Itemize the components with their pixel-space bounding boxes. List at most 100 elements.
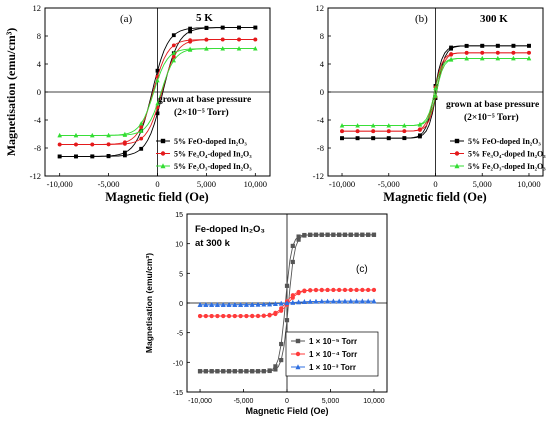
ytick-label: -5 [177,331,183,338]
ytick-label: -12 [30,171,41,181]
data-point [226,302,232,307]
xtick-label: 10,000 [244,179,267,189]
xtick-label: 5,000 [473,179,492,189]
data-point [250,313,255,319]
legend-label: 1 × 10⁻⁴ Torr [309,350,357,359]
panel-a: (a) 5 K -12 -8 -4 0 4 8 12 -10,000 -5,000 0 5,000… [4,3,271,204]
data-point [226,313,232,319]
data-point [325,298,330,304]
xtick-label: 0 [155,179,159,189]
panel-label-a: (a) [120,13,133,25]
note-line1-b: grown at base pressure [446,100,539,110]
xtick-labels-c: -10,000 -5,000 0 5,000 10,000 [188,389,385,405]
data-point [90,132,95,138]
x-axis-title-c: Magnetic Field (Oe) [245,406,328,416]
data-point [511,56,516,61]
data-point [342,287,348,293]
data-point [480,43,485,48]
xtick-label: 10,000 [517,179,540,189]
data-point [295,364,301,370]
data-point [209,369,214,374]
data-point [273,301,278,306]
data-point [203,369,208,374]
legend-item-1: 5% FeO-doped In₂O₃ [156,137,247,146]
data-point [74,154,78,159]
data-point [355,129,360,134]
data-point [348,232,353,237]
data-point [226,369,232,374]
data-point [354,287,359,293]
data-point [339,123,345,128]
legend-label: 1 × 10⁻³ Torr [309,363,356,372]
data-point [138,128,144,133]
data-point [418,133,422,138]
data-point [308,232,313,237]
data-point [342,298,348,304]
data-point [279,357,284,363]
data-point [197,313,203,319]
data-point [366,287,371,293]
data-point [57,142,62,147]
data-point [370,123,376,128]
data-point [267,368,272,373]
ytick-label: -8 [34,143,41,153]
data-point [290,259,295,265]
ytick-label: -4 [317,115,325,125]
x-axis-title-a: Magnetic field (Oe) [105,190,208,204]
series-c [197,232,377,374]
data-point [122,131,128,137]
data-point [279,306,284,311]
data-point [454,138,460,144]
data-point [371,136,376,141]
data-point [73,132,79,138]
data-point [295,351,301,357]
data-point [418,127,422,132]
panel-label-b: (b) [415,13,428,25]
data-point [319,298,325,304]
ytick-label: 0 [179,301,183,308]
series-b [339,43,532,141]
data-point [237,25,241,30]
data-point [386,123,391,128]
data-point [232,302,238,307]
ytick-label: -10 [173,360,183,367]
data-point [197,369,203,374]
data-point [464,43,469,48]
data-point [171,50,177,55]
legend-label: 5% Fe₂O₃-doped In₂O₃ [174,162,252,171]
data-point [336,298,342,304]
data-point [301,299,307,304]
legend-label: 1 × 10⁻⁵ Torr [309,337,357,346]
data-point [220,37,225,42]
panel-title-a: 5 K [196,12,213,24]
x-axis-title-b: Magnetic field (Oe) [383,190,486,204]
panel-label-c: (c) [356,264,368,275]
data-point [155,68,160,73]
data-point [354,232,359,237]
data-point [495,43,500,48]
data-point [261,369,266,374]
data-point [273,364,278,369]
data-point [160,138,166,144]
data-point [325,287,330,293]
data-point [284,318,290,323]
ytick-label: 4 [320,59,325,69]
xtick-label: -10,000 [47,179,73,189]
legend-label: 5% FeO-doped In₂O₃ [468,137,541,146]
xtick-label: 5,000 [197,179,216,189]
xtick-labels-a: -10,000 -5,000 0 5,000 10,000 [47,173,267,189]
data-point [188,29,193,34]
data-point [160,163,166,169]
data-point [296,234,301,239]
data-point [171,33,176,38]
data-point [155,78,160,83]
data-point [267,312,272,318]
data-point [290,293,295,298]
data-point [232,313,237,319]
data-point [188,26,193,31]
data-point [402,123,407,128]
series-2-a [57,37,258,147]
data-point [187,46,193,51]
y-axis-title-a: Magnetisation (emu/cm³) [4,28,18,157]
data-point [526,56,532,61]
